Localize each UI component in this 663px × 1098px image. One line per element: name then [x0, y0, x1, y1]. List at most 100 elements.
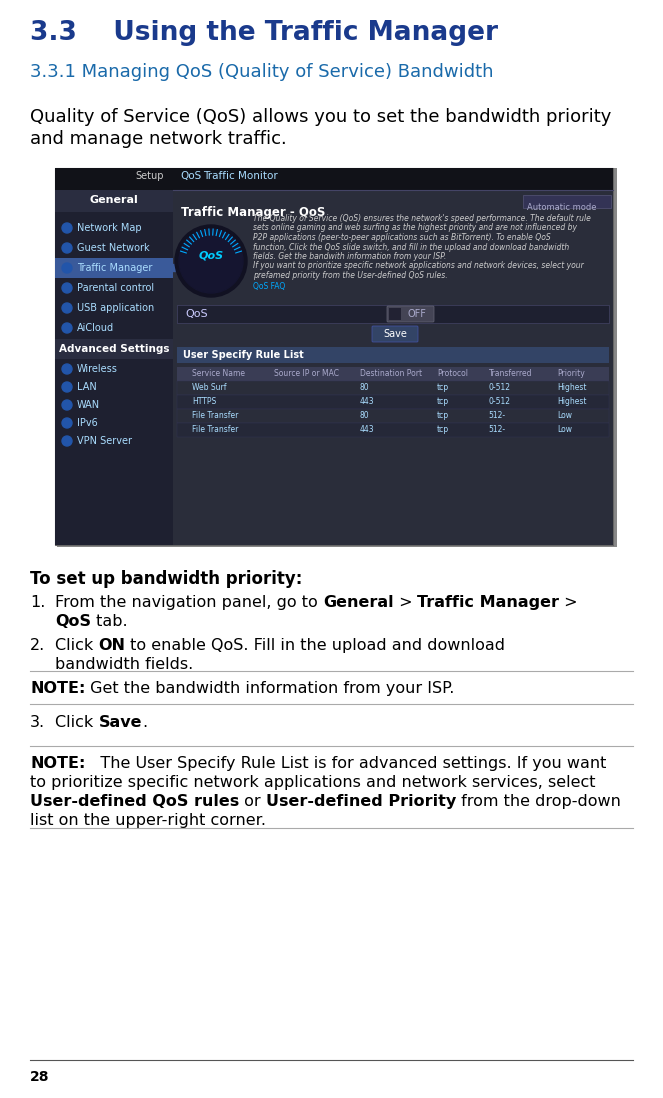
Text: 512-: 512- — [489, 426, 506, 435]
Circle shape — [62, 365, 72, 374]
Text: 3.3.1 Managing QoS (Quality of Service) Bandwidth: 3.3.1 Managing QoS (Quality of Service) … — [30, 63, 493, 81]
Text: User Specify Rule List: User Specify Rule List — [183, 350, 304, 360]
Text: fields. Get the bandwith information from your ISP.: fields. Get the bandwith information fro… — [253, 253, 446, 261]
Text: >: > — [394, 595, 417, 610]
Text: function, Click the QoS slide switch, and fill in the upload and download bandwi: function, Click the QoS slide switch, an… — [253, 243, 570, 251]
Text: 3.: 3. — [30, 715, 45, 730]
Circle shape — [62, 323, 72, 333]
Text: Highest: Highest — [558, 397, 587, 406]
Text: User-defined QoS rules: User-defined QoS rules — [30, 794, 239, 809]
FancyBboxPatch shape — [372, 326, 418, 341]
FancyBboxPatch shape — [55, 339, 173, 359]
Text: tcp: tcp — [437, 397, 449, 406]
Text: OFF: OFF — [407, 309, 426, 320]
Text: File Transfer: File Transfer — [192, 426, 238, 435]
Text: Click: Click — [55, 638, 98, 653]
Circle shape — [62, 418, 72, 428]
Text: 0-512: 0-512 — [489, 397, 511, 406]
FancyBboxPatch shape — [55, 168, 613, 545]
Text: General: General — [90, 195, 139, 205]
FancyBboxPatch shape — [177, 423, 609, 437]
Text: Get the bandwidth information from your ISP.: Get the bandwidth information from your … — [86, 681, 455, 696]
Text: from the drop-down: from the drop-down — [456, 794, 621, 809]
FancyBboxPatch shape — [387, 306, 434, 322]
Text: HTTPS: HTTPS — [192, 397, 216, 406]
Text: prefamed priority from the User-defined QoS rules.: prefamed priority from the User-defined … — [253, 271, 448, 280]
Text: To set up bandwidth priority:: To set up bandwidth priority: — [30, 570, 302, 589]
Circle shape — [62, 303, 72, 313]
FancyBboxPatch shape — [55, 258, 173, 278]
Text: LAN: LAN — [77, 382, 97, 392]
Text: Highest: Highest — [558, 383, 587, 392]
FancyBboxPatch shape — [57, 168, 617, 547]
Text: QoS: QoS — [198, 251, 223, 261]
Text: Guest Network: Guest Network — [77, 243, 150, 253]
Text: NOTE:: NOTE: — [30, 681, 86, 696]
Text: Service Name: Service Name — [192, 370, 245, 379]
Text: Traffic Manager - QoS: Traffic Manager - QoS — [181, 206, 326, 219]
FancyBboxPatch shape — [177, 408, 609, 423]
FancyBboxPatch shape — [55, 168, 613, 190]
Text: NOTE:: NOTE: — [30, 757, 86, 771]
Text: tcp: tcp — [437, 426, 449, 435]
Text: tcp: tcp — [437, 412, 449, 421]
FancyBboxPatch shape — [389, 309, 401, 320]
Circle shape — [62, 400, 72, 410]
Text: 443: 443 — [359, 426, 374, 435]
Text: Quality of Service (QoS) allows you to set the bandwidth priority: Quality of Service (QoS) allows you to s… — [30, 108, 611, 126]
Text: Low: Low — [558, 426, 572, 435]
FancyBboxPatch shape — [177, 305, 609, 323]
Text: Wireless: Wireless — [77, 365, 118, 374]
Text: Traffic Monitor: Traffic Monitor — [203, 171, 278, 181]
Text: Setup: Setup — [135, 171, 164, 181]
Circle shape — [62, 223, 72, 233]
Text: Destination Port: Destination Port — [359, 370, 422, 379]
Text: Automatic mode: Automatic mode — [527, 203, 597, 212]
Text: Source IP or MAC: Source IP or MAC — [274, 370, 339, 379]
Text: Low: Low — [558, 412, 572, 421]
Circle shape — [62, 264, 72, 273]
Text: tab.: tab. — [91, 614, 127, 629]
Text: QoS: QoS — [180, 171, 202, 181]
Text: The User Specify Rule List is for advanced settings. If you want: The User Specify Rule List is for advanc… — [86, 757, 607, 771]
Text: If you want to prioritize specific network applications and network devices, sel: If you want to prioritize specific netwo… — [253, 261, 583, 270]
Text: USB application: USB application — [77, 303, 154, 313]
Text: From the navigation panel, go to: From the navigation panel, go to — [55, 595, 323, 610]
Circle shape — [175, 225, 247, 296]
Text: Protocol: Protocol — [437, 370, 468, 379]
Text: Priority: Priority — [558, 370, 585, 379]
Text: Advanced Settings: Advanced Settings — [59, 344, 169, 354]
Text: User-defined Priority: User-defined Priority — [266, 794, 456, 809]
Text: Traffic Manager: Traffic Manager — [77, 264, 152, 273]
Text: to enable QoS. Fill in the upload and download: to enable QoS. Fill in the upload and do… — [125, 638, 505, 653]
Text: 512-: 512- — [489, 412, 506, 421]
Text: 2.: 2. — [30, 638, 45, 653]
Text: Save: Save — [383, 329, 407, 339]
Text: Web Surf: Web Surf — [192, 383, 226, 392]
Text: Click: Click — [55, 715, 98, 730]
Text: Traffic Manager: Traffic Manager — [417, 595, 560, 610]
FancyBboxPatch shape — [173, 190, 613, 545]
FancyBboxPatch shape — [177, 381, 609, 395]
Text: WAN: WAN — [77, 400, 100, 410]
Text: AiCloud: AiCloud — [77, 323, 114, 333]
FancyBboxPatch shape — [523, 195, 611, 208]
Circle shape — [62, 283, 72, 293]
Text: 0-512: 0-512 — [489, 383, 511, 392]
FancyBboxPatch shape — [55, 190, 173, 212]
Text: QoS: QoS — [185, 309, 208, 320]
Text: ON: ON — [98, 638, 125, 653]
FancyBboxPatch shape — [177, 395, 609, 408]
Text: tcp: tcp — [437, 383, 449, 392]
Text: list on the upper-right corner.: list on the upper-right corner. — [30, 813, 266, 828]
Text: 28: 28 — [30, 1069, 50, 1084]
Text: Parental control: Parental control — [77, 283, 154, 293]
Text: 80: 80 — [359, 412, 369, 421]
Circle shape — [62, 436, 72, 446]
Text: or: or — [239, 794, 266, 809]
Text: to prioritize specific network applications and network services, select: to prioritize specific network applicati… — [30, 775, 595, 789]
Text: bandwidth fields.: bandwidth fields. — [55, 657, 193, 672]
Text: and manage network traffic.: and manage network traffic. — [30, 130, 287, 148]
Circle shape — [62, 382, 72, 392]
Text: 1.: 1. — [30, 595, 45, 610]
